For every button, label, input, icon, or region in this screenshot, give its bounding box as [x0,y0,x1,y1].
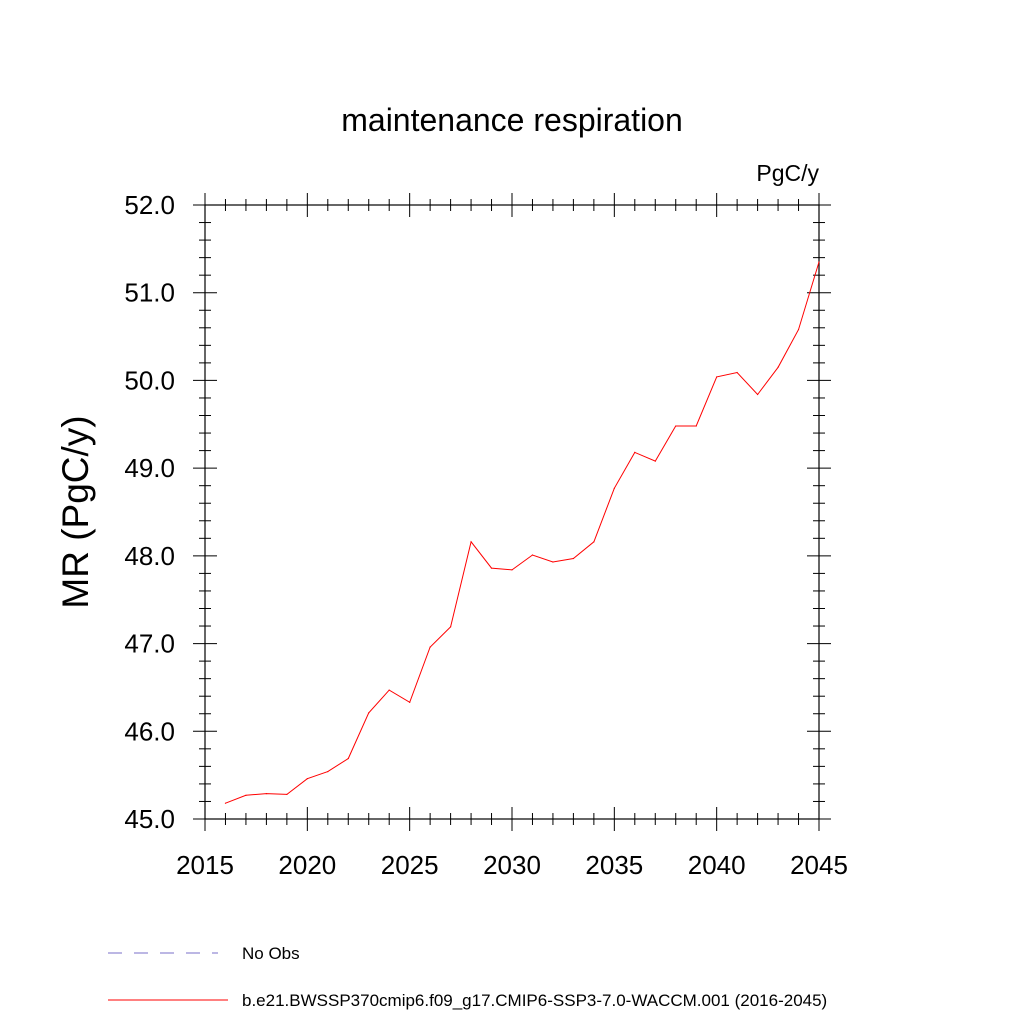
data-point [347,757,349,760]
y-tick-label: 48.0 [124,541,175,571]
data-point [818,261,820,263]
data-point [777,366,779,368]
units-label: PgC/y [756,160,819,186]
data-point [593,541,595,543]
legend-label-model: b.e21.BWSSP370cmip6.f09_g17.CMIP6-SSP3-7… [242,991,827,1010]
data-point [245,794,247,796]
data-point [572,557,575,560]
data-point [613,487,615,489]
data-point [695,425,697,427]
y-tick-label: 52.0 [124,190,175,220]
data-point [531,554,534,556]
data-point [429,646,431,648]
y-tick-labels: 45.0 46.0 47.0 48.0 49.0 50.0 51.0 52.0 [124,190,175,834]
data-point [511,569,513,571]
data-point [409,701,411,703]
series-layer [224,261,820,804]
x-tick-labels: 2015 2020 2025 2030 2035 2040 2045 [176,850,848,880]
data-point [736,371,738,374]
legend: No Obs b.e21.BWSSP370cmip6.f09_g17.CMIP6… [108,944,827,1010]
y-tick-label: 45.0 [124,804,175,834]
y-axis-label: MR (PgC/y) [55,415,96,608]
y-tick-label: 49.0 [124,453,175,483]
minor-ticks [199,199,825,825]
x-tick-label: 2030 [483,850,541,880]
x-tick-label: 2040 [688,850,746,880]
major-ticks [193,193,831,831]
y-tick-label: 51.0 [124,278,175,308]
data-point [224,802,227,804]
data-point [716,376,718,378]
data-point [327,771,329,773]
x-tick-label: 2020 [278,850,336,880]
data-point [634,451,636,453]
x-tick-label: 2035 [585,850,643,880]
data-point [490,567,493,569]
y-tick-label: 50.0 [124,365,175,395]
data-point [757,393,759,396]
data-point [675,425,677,427]
data-point [368,712,370,714]
data-point [265,792,267,795]
series-line-0 [225,261,820,804]
data-point [306,778,308,780]
y-tick-label: 47.0 [124,629,175,659]
x-tick-label: 2045 [790,850,848,880]
data-point [388,689,390,691]
plot-frame [204,204,820,820]
data-point [654,460,656,462]
legend-label-no-obs: No Obs [242,944,300,963]
data-point [286,793,288,796]
x-tick-label: 2025 [381,850,439,880]
data-point [552,561,554,563]
data-point [470,541,472,543]
chart-title: maintenance respiration [341,102,683,138]
data-point [797,328,800,331]
data-point [450,626,452,628]
y-tick-label: 46.0 [124,716,175,746]
x-tick-label: 2015 [176,850,234,880]
